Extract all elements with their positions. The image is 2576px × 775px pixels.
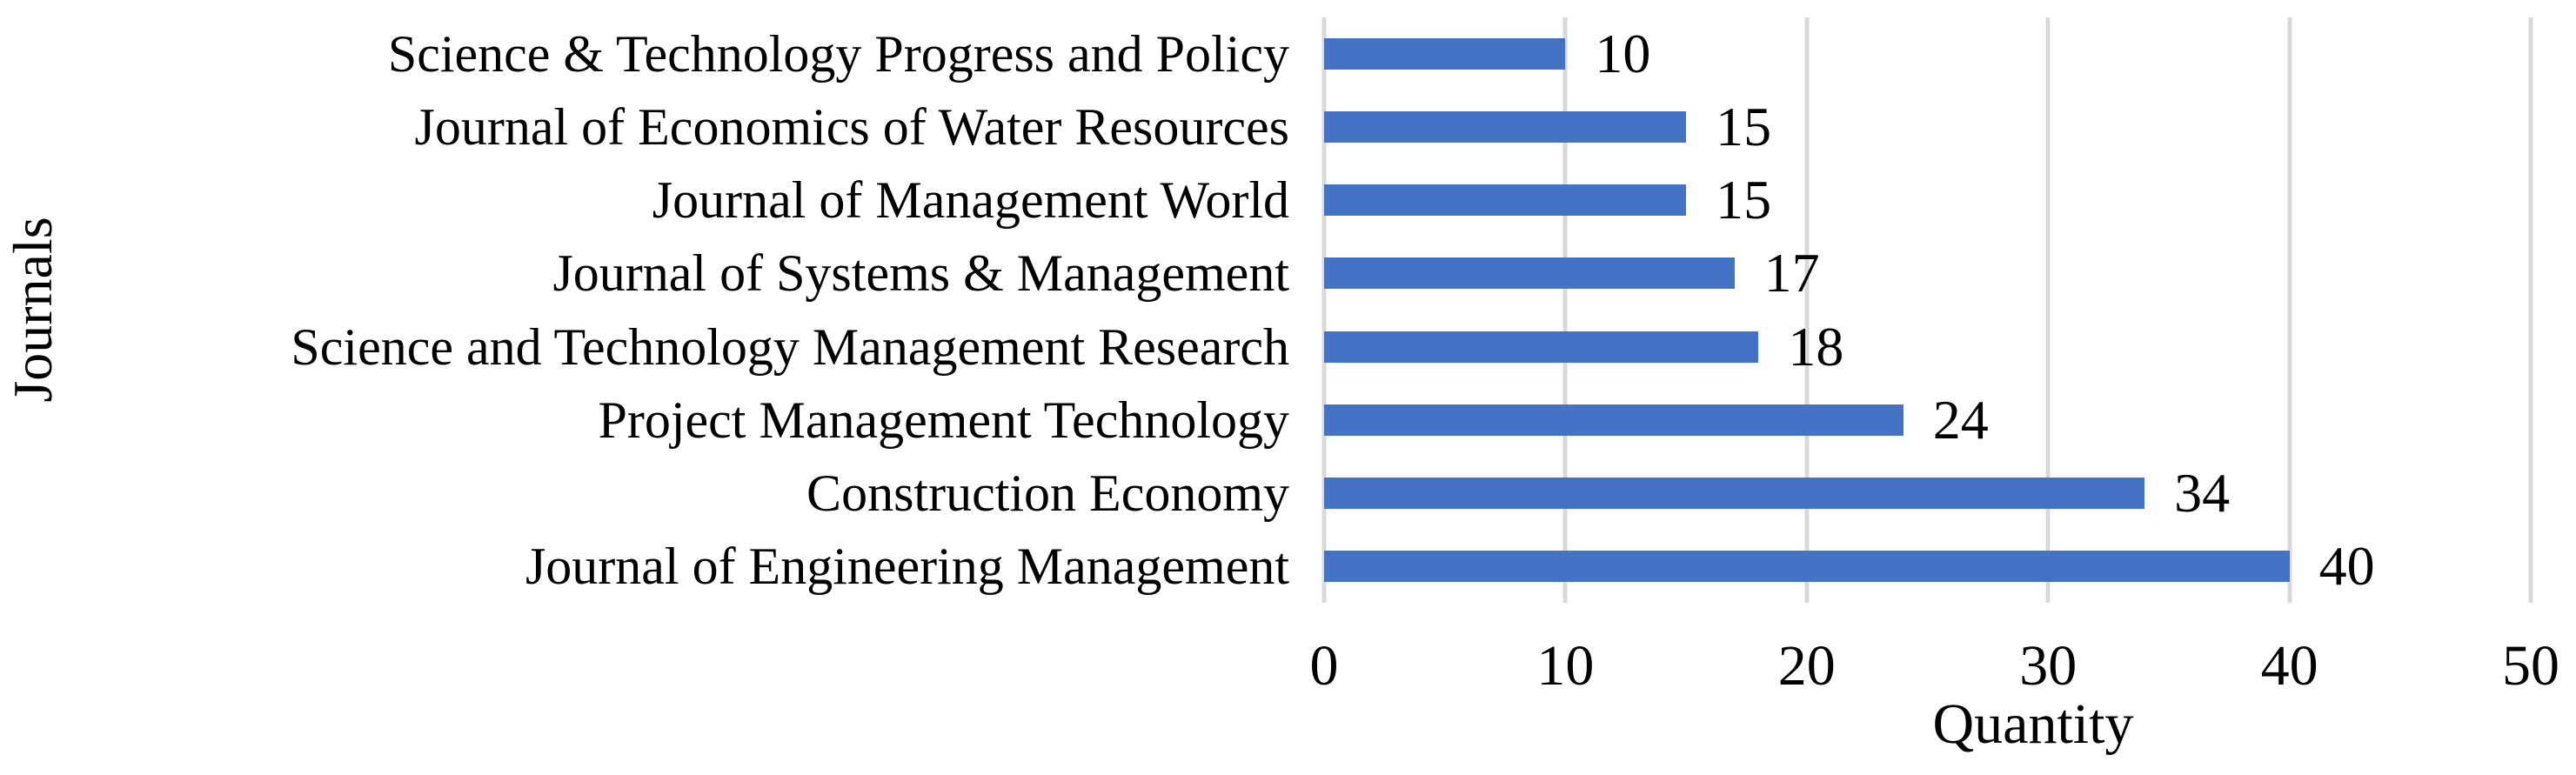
bar-row: 34 — [1324, 457, 2531, 530]
bar-value-label: 15 — [1716, 96, 1772, 158]
x-axis-tick-label: 10 — [1536, 634, 1595, 698]
bar — [1324, 184, 1687, 217]
gridline — [1562, 17, 1568, 603]
bar-value-label: 34 — [2174, 461, 2231, 524]
bar-value-label: 18 — [1788, 315, 1844, 377]
gridline — [1804, 17, 1810, 603]
category-axis-labels: Science & Technology Progress and Policy… — [87, 17, 1289, 603]
plot-area: 10 15 15 17 18 24 34 40 — [1321, 17, 2533, 603]
bar-row: 18 — [1324, 311, 2531, 384]
bar — [1324, 550, 2290, 582]
bar-value-label: 40 — [2318, 534, 2375, 597]
x-axis-ticks: 0 10 20 30 40 50 — [1310, 634, 2560, 707]
gridline — [2528, 17, 2533, 603]
bar-value-label: 15 — [1716, 169, 1772, 231]
bar-series: 10 15 15 17 18 24 34 40 — [1324, 17, 2531, 603]
bar-row: 15 — [1324, 164, 2531, 237]
gridline — [2045, 17, 2051, 603]
bar — [1324, 257, 1735, 290]
bar-row: 24 — [1324, 384, 2531, 457]
x-axis-tick-label: 20 — [1777, 634, 1836, 698]
x-axis-tick-label: 50 — [2502, 634, 2559, 698]
category-label: Journal of Management World — [652, 171, 1289, 230]
category-label: Journal of Economics of Water Resources — [414, 98, 1289, 157]
x-axis-title: Quantity — [1932, 692, 2134, 756]
bar-value-label: 17 — [1763, 242, 1820, 304]
bar-value-label: 10 — [1595, 23, 1651, 85]
bar — [1324, 477, 2145, 509]
bar-row: 40 — [1324, 530, 2531, 603]
x-axis-tick-label: 30 — [2019, 634, 2078, 698]
category-label: Science and Technology Management Resear… — [291, 317, 1289, 376]
y-axis-title: Journals — [2, 217, 64, 403]
category-label: Construction Economy — [806, 464, 1289, 522]
x-axis-tick-label: 0 — [1309, 634, 1339, 698]
bar — [1324, 38, 1566, 70]
bar-row: 10 — [1324, 17, 2531, 90]
bar — [1324, 331, 1759, 363]
bar — [1324, 111, 1687, 144]
x-axis-tick-label: 40 — [2260, 634, 2318, 698]
category-label: Project Management Technology — [598, 391, 1289, 449]
gridline — [2287, 17, 2292, 603]
bar-row: 15 — [1324, 90, 2531, 164]
bar-value-label: 24 — [1932, 388, 1989, 451]
bar — [1324, 404, 1904, 436]
bar-row: 17 — [1324, 237, 2531, 310]
category-label: Journal of Systems & Management — [552, 244, 1289, 303]
gridline — [1321, 17, 1327, 603]
category-label: Science & Technology Progress and Policy — [387, 25, 1289, 84]
category-label: Journal of Engineering Management — [525, 537, 1289, 595]
